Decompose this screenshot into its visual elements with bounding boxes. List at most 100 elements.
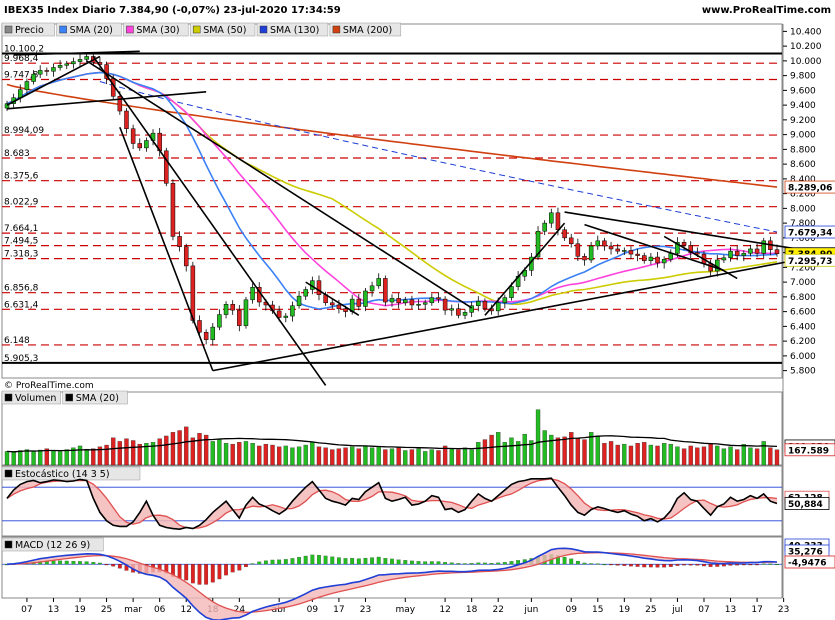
volume-bar [336, 448, 342, 466]
volume-bar [675, 446, 680, 466]
macd-histogram-bar [317, 555, 321, 565]
stochastic-legend: Estocástico (14 3 5) [1, 466, 141, 481]
candle-body [296, 295, 302, 306]
macd-signal-line [6, 552, 778, 613]
y-tick-label: 8.400 [790, 175, 816, 185]
macd-histogram-bar [715, 564, 720, 567]
macd-histogram-bar [257, 561, 262, 565]
legend-item [123, 22, 189, 37]
volume-bar [409, 449, 415, 466]
macd-histogram-bar [277, 559, 282, 565]
x-tick-label: mar [124, 605, 142, 615]
macd-histogram-bar [648, 564, 653, 568]
macd-histogram-bar [217, 564, 222, 580]
candle-body [695, 252, 700, 255]
volume-bar [588, 432, 594, 466]
candle-body [44, 70, 50, 72]
volume-bar [203, 434, 209, 466]
volume-bar [774, 449, 780, 466]
macd-histogram-bar [721, 564, 726, 567]
macd-histogram-bar [602, 564, 607, 566]
volume-bar [104, 444, 109, 466]
sma200-line [6, 83, 778, 188]
x-tick-label: 07 [21, 605, 32, 615]
volume-bar [270, 444, 275, 466]
macd-histogram-bar [84, 561, 89, 565]
candle-body [137, 143, 143, 149]
macd-histogram-bar [642, 564, 647, 568]
macd-histogram-bar [695, 564, 700, 566]
macd-histogram-bar [51, 560, 56, 565]
candle-body [403, 299, 408, 304]
volume-bar [549, 434, 554, 466]
volume-bar [296, 446, 302, 466]
brand-link[interactable]: www.ProRealTime.com [701, 5, 831, 16]
macd-histogram-bar [622, 564, 627, 566]
candle-body [641, 255, 647, 261]
candle-body [64, 63, 69, 66]
stochastic-tag-bg [784, 497, 830, 510]
x-tick-label: 09 [307, 605, 319, 615]
candle-body [24, 81, 30, 90]
y-tick-label: 9.800 [790, 72, 816, 82]
x-tick-label: may [395, 605, 415, 615]
macd-tag: -4,9476 [788, 559, 826, 569]
candle-body [456, 308, 461, 316]
volume-bar [177, 430, 182, 466]
candle-body [622, 250, 627, 252]
volume-bar [18, 450, 23, 466]
x-tick-label: 15 [592, 605, 603, 615]
y-tick-label: 9.400 [790, 101, 816, 111]
volume-bar [356, 448, 361, 466]
candle-body [276, 310, 282, 318]
volume-bar [230, 443, 235, 466]
macd-histogram-bar [595, 563, 600, 565]
macd-histogram-bar [244, 564, 248, 568]
candle-body [243, 299, 249, 326]
x-tick-label: 09 [565, 605, 577, 615]
candle-body [502, 297, 508, 304]
candle-body [422, 302, 428, 305]
candle-body [170, 183, 176, 237]
price-tag: 8.289,06 [788, 184, 832, 194]
candle-body [595, 240, 601, 247]
candle-body [383, 278, 388, 303]
macd-histogram-bar [390, 558, 394, 565]
volume-bar [668, 443, 673, 466]
macd-histogram-bar [662, 564, 667, 568]
x-tick-label: jul [671, 605, 683, 615]
macd-histogram-bar [363, 557, 368, 565]
y-tick-label: 9.600 [790, 86, 816, 96]
macd-histogram-bar [615, 564, 620, 566]
legend-swatch [4, 540, 13, 549]
macd-histogram-bar [502, 562, 507, 565]
volume-bar [608, 441, 614, 466]
macd-histogram-bar [230, 564, 235, 573]
macd-histogram-bar [449, 562, 454, 565]
volume-bar [615, 444, 620, 466]
y-tick-label: 9.200 [790, 116, 816, 126]
legend-label: Volumen [15, 393, 56, 404]
macd-histogram-bar [250, 563, 255, 565]
candle-body [588, 245, 594, 261]
volume-bar [502, 442, 507, 466]
legend-item [1, 537, 104, 552]
trendline [86, 60, 473, 309]
resistance-label: 7.664,1 [4, 224, 38, 234]
volume-tag-bg [784, 443, 835, 457]
resistance-label: 6.856,8 [4, 284, 39, 294]
macd-histogram-bar [343, 558, 348, 565]
candle-body [250, 287, 255, 301]
legend-swatch [332, 25, 341, 34]
macd-histogram-bar [290, 558, 295, 565]
x-tick-label: 25 [645, 605, 656, 615]
y-tick-label: 7.600 [790, 234, 816, 244]
legend-item [1, 466, 141, 481]
candle-body [469, 305, 474, 313]
macd-histogram-bar [190, 564, 195, 584]
volume-bar [515, 441, 521, 466]
candle-body [449, 308, 454, 311]
candle-body [51, 67, 56, 72]
candle-body [462, 312, 468, 316]
